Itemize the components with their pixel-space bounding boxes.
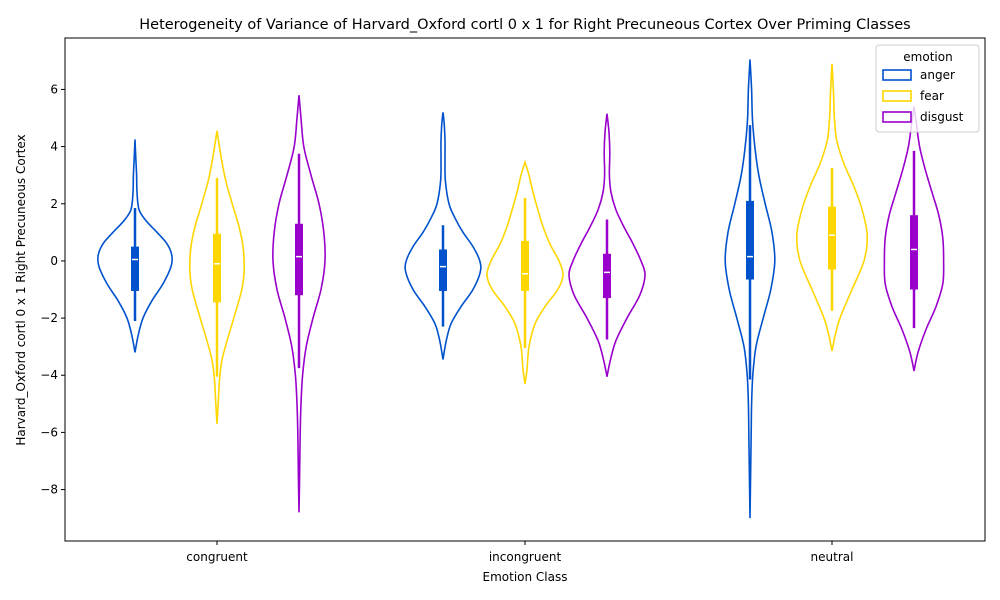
- violin-fear-neutral: [795, 63, 869, 352]
- iqr-box: [439, 249, 447, 291]
- violin-outline: [96, 139, 174, 353]
- y-tick-label: 4: [50, 140, 58, 154]
- x-tick-label: incongruent: [489, 550, 562, 564]
- violin-outline: [272, 95, 326, 513]
- violin-anger-congruent: [96, 139, 174, 353]
- iqr-box: [910, 215, 918, 290]
- y-axis: 6 4 2 0 −2 −4 −6 −8: [40, 82, 65, 497]
- legend-swatch-fear: [882, 90, 912, 102]
- x-axis: congruent incongruent neutral: [186, 541, 853, 564]
- y-tick-label: −8: [40, 483, 58, 497]
- y-tick-label: 0: [50, 254, 58, 268]
- violin-outline: [188, 130, 246, 424]
- violin-outline: [724, 59, 776, 519]
- violin-outline: [486, 159, 564, 384]
- y-tick-label: −4: [40, 368, 58, 382]
- y-axis-label: Harvard_Oxford cortl 0 x 1 Right Precune…: [14, 134, 28, 445]
- violin-anger-incongruent: [404, 112, 482, 360]
- violin-fear-congruent: [188, 130, 246, 424]
- violin-disgust-incongruent: [568, 113, 646, 377]
- iqr-box: [213, 233, 221, 303]
- legend-swatch-disgust: [882, 111, 912, 123]
- legend-label-fear: fear: [920, 89, 944, 103]
- legend: emotion anger fear disgust: [875, 44, 980, 133]
- violins-layer: [96, 59, 945, 519]
- legend-entries: anger fear disgust: [882, 68, 964, 124]
- iqr-box: [521, 240, 529, 291]
- iqr-box: [828, 206, 836, 270]
- violin-outline: [404, 112, 482, 360]
- chart-title: Heterogeneity of Variance of Harvard_Oxf…: [139, 17, 911, 33]
- violin-outline: [568, 113, 646, 377]
- iqr-box: [131, 246, 139, 291]
- x-tick-label: congruent: [186, 550, 248, 564]
- plot-area: [64, 37, 986, 542]
- iqr-box: [746, 200, 754, 280]
- violin-outline: [795, 63, 869, 352]
- violin-disgust-congruent: [272, 95, 326, 513]
- legend-swatch-anger: [882, 69, 912, 81]
- x-tick-label: neutral: [811, 550, 854, 564]
- legend-box: [875, 44, 980, 133]
- x-axis-label: Emotion Class: [483, 570, 568, 584]
- legend-title: emotion: [903, 50, 952, 64]
- y-tick-label: 2: [50, 197, 58, 211]
- y-tick-label: −2: [40, 311, 58, 325]
- legend-label-anger: anger: [920, 68, 955, 82]
- legend-label-disgust: disgust: [920, 110, 964, 124]
- violin-disgust-neutral: [883, 106, 945, 372]
- iqr-box: [295, 223, 303, 296]
- y-tick-label: −6: [40, 425, 58, 439]
- iqr-box: [603, 253, 611, 299]
- violin-anger-neutral: [724, 59, 776, 519]
- y-tick-label: 6: [50, 82, 58, 96]
- violin-fear-incongruent: [486, 159, 564, 384]
